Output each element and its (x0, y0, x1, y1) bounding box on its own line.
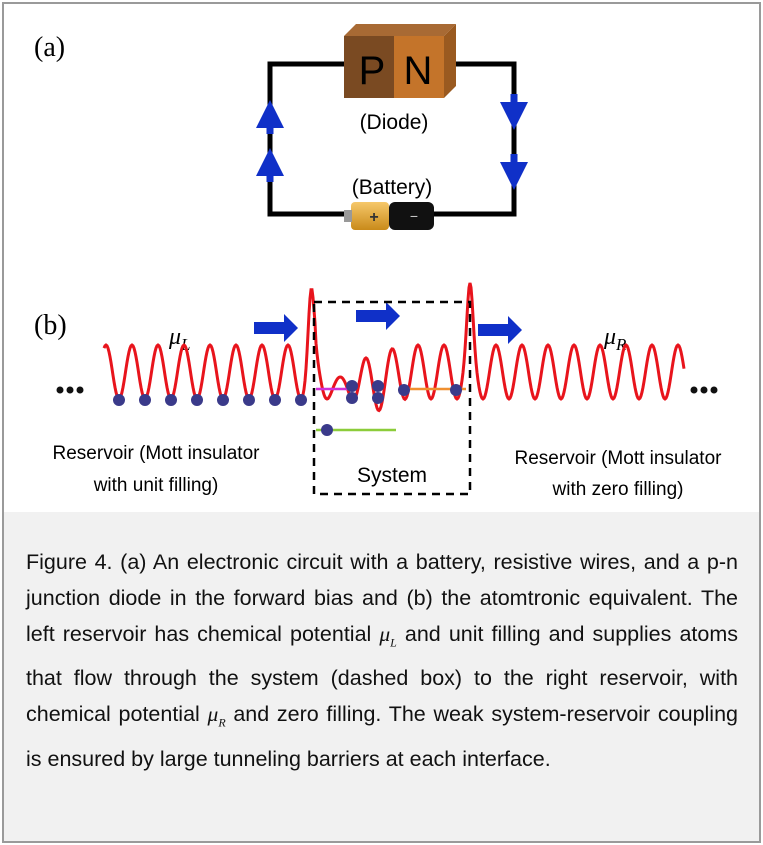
atom (450, 384, 462, 396)
atom (398, 384, 410, 396)
diode-p-label: P (359, 49, 386, 93)
battery-minus: − (410, 208, 418, 224)
atom (139, 394, 151, 406)
caption-math: L (390, 635, 397, 649)
diode-top (344, 24, 456, 36)
atom (165, 394, 177, 406)
flow-arrows (254, 302, 522, 344)
atom (346, 380, 358, 392)
diode-side (444, 24, 456, 98)
atom (346, 392, 358, 404)
left-reservoir-label: with unit filling) (93, 475, 219, 496)
caption-math: μ (379, 622, 390, 646)
atom (321, 424, 333, 436)
system-label: System (357, 464, 427, 487)
atoms (113, 380, 462, 436)
current-arrows (270, 94, 514, 182)
atom (372, 392, 384, 404)
figure: (a) P N (Diode) (Battery) + − (b) μL μR (4, 4, 759, 512)
atom (269, 394, 281, 406)
atom (113, 394, 125, 406)
energy-levels (316, 389, 466, 430)
caption-math: μ (208, 702, 219, 726)
caption: Figure 4. (a) An electronic circuit with… (26, 544, 738, 777)
battery-plus: + (369, 209, 378, 226)
atom (372, 380, 384, 392)
diode-n-label: N (404, 49, 433, 93)
atom (295, 394, 307, 406)
caption-math: R (218, 716, 225, 730)
atom (243, 394, 255, 406)
lattice-potential (104, 283, 684, 411)
atom (191, 394, 203, 406)
right-reservoir-label: Reservoir (Mott insulator (515, 448, 723, 469)
panel-label: (a) (34, 32, 65, 63)
left-reservoir-label: Reservoir (Mott insulator (53, 443, 261, 464)
battery-terminal (344, 210, 352, 222)
battery-label: (Battery) (352, 176, 433, 199)
diode-label: (Diode) (360, 111, 429, 134)
right-reservoir-label: with zero filling) (552, 479, 684, 500)
atom (217, 394, 229, 406)
figure-frame: (a) P N (Diode) (Battery) + − (b) μL μR (2, 2, 761, 843)
panel-label: (b) (34, 310, 67, 341)
